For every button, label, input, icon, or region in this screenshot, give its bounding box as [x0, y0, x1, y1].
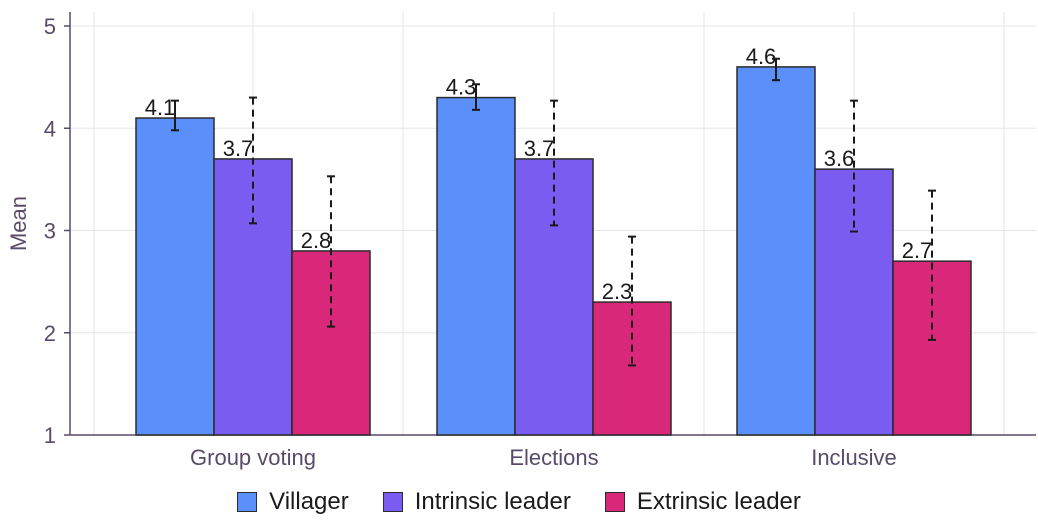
legend-swatch — [237, 492, 258, 512]
y-tick-label: 1 — [44, 423, 56, 448]
legend-item: Villager — [237, 488, 349, 516]
y-tick-label: 5 — [44, 14, 56, 39]
data-label: 3.7 — [223, 136, 254, 161]
legend-item: Extrinsic leader — [604, 488, 801, 516]
legend-swatch — [382, 492, 403, 512]
bar-chart-plot: 1 2 3 4 5 Mean 4.1 3.7 2.8 Group voting 4.3 3.7 2.3 E… — [6, 12, 1036, 470]
data-label: 2.7 — [902, 238, 933, 263]
data-label: 3.6 — [824, 146, 855, 171]
data-label: 2.8 — [301, 228, 332, 253]
bar-villager — [736, 66, 816, 436]
legend-swatch — [604, 492, 625, 512]
legend-item: Intrinsic leader — [382, 488, 571, 516]
data-label: 4.6 — [746, 44, 777, 69]
data-label: 4.1 — [145, 95, 176, 120]
y-tick-label: 4 — [44, 116, 56, 141]
legend-label: Extrinsic leader — [636, 488, 801, 515]
legend-label: Villager — [269, 488, 349, 515]
bar-extrinsic-leader — [291, 250, 371, 436]
data-label: 2.3 — [602, 279, 633, 304]
x-tick-label: Inclusive — [811, 445, 897, 470]
y-tick-label: 3 — [44, 219, 56, 244]
x-tick-label: Elections — [509, 445, 598, 470]
y-axis-title: Mean — [6, 196, 31, 251]
data-label: 3.7 — [524, 136, 555, 161]
legend: Villager Intrinsic leader Extrinsic leader — [0, 488, 1038, 516]
y-tick-label: 2 — [44, 321, 56, 346]
bar-intrinsic-leader — [514, 158, 594, 436]
legend-label: Intrinsic leader — [414, 488, 571, 515]
x-tick-label: Group voting — [190, 445, 316, 470]
bar-villager — [436, 96, 516, 436]
data-label: 4.3 — [446, 75, 477, 100]
bar-villager — [135, 117, 215, 436]
